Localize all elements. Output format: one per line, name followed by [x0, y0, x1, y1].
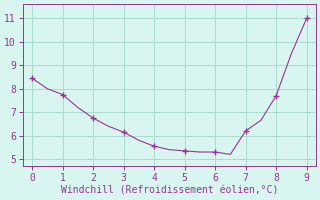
- X-axis label: Windchill (Refroidissement éolien,°C): Windchill (Refroidissement éolien,°C): [61, 186, 278, 196]
